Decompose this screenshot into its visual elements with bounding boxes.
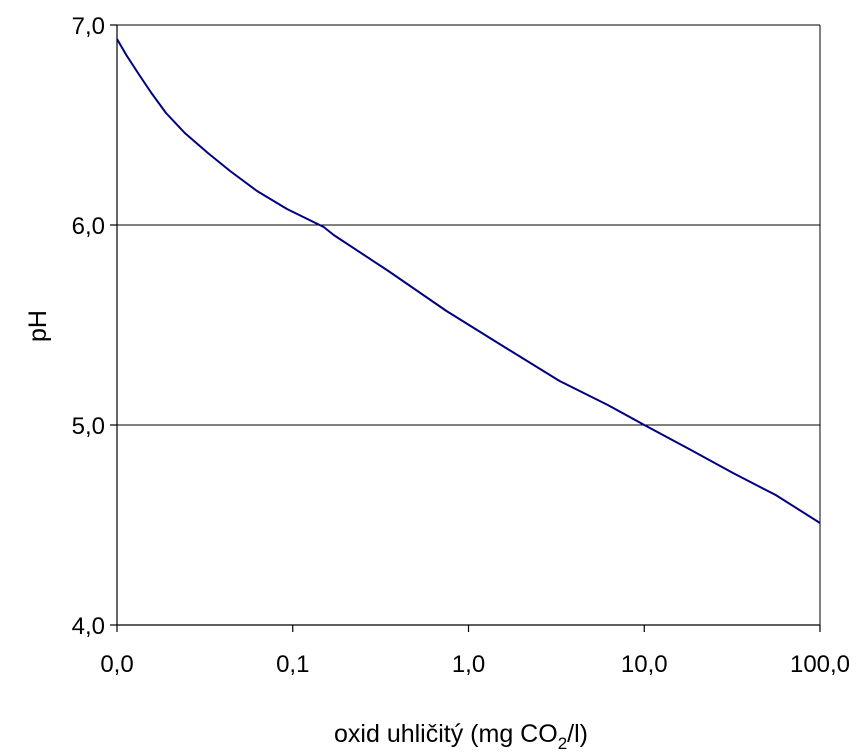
x-tick-label: 100,0 (790, 651, 850, 678)
y-tick-label: 6,0 (72, 213, 105, 240)
y-tick-label: 5,0 (72, 413, 105, 440)
y-tick-label: 4,0 (72, 613, 105, 640)
series-line (116, 38, 821, 524)
x-tick-label: 1,0 (452, 651, 485, 678)
x-axis-title-subscript: 2 (558, 734, 567, 753)
axes (110, 24, 821, 632)
x-axis-title-unit: /l) (567, 720, 588, 748)
x-axis-title: oxid uhličitý (mg CO2/l) (334, 720, 588, 753)
tick-labels: 4,0 5,0 6,0 7,0 0,0 0,1 1,0 10,0 100,0 (72, 13, 850, 678)
series-layer (116, 38, 821, 524)
y-tick-label: 7,0 (72, 13, 105, 40)
grid-lines (117, 24, 820, 426)
x-axis-title-main: oxid uhličitý (mg CO (334, 720, 558, 748)
x-tick-label: 10,0 (621, 651, 668, 678)
x-tick-label: 0,1 (276, 651, 309, 678)
y-axis-title: pH (24, 310, 52, 342)
x-tick-label: 0,0 (100, 651, 133, 678)
